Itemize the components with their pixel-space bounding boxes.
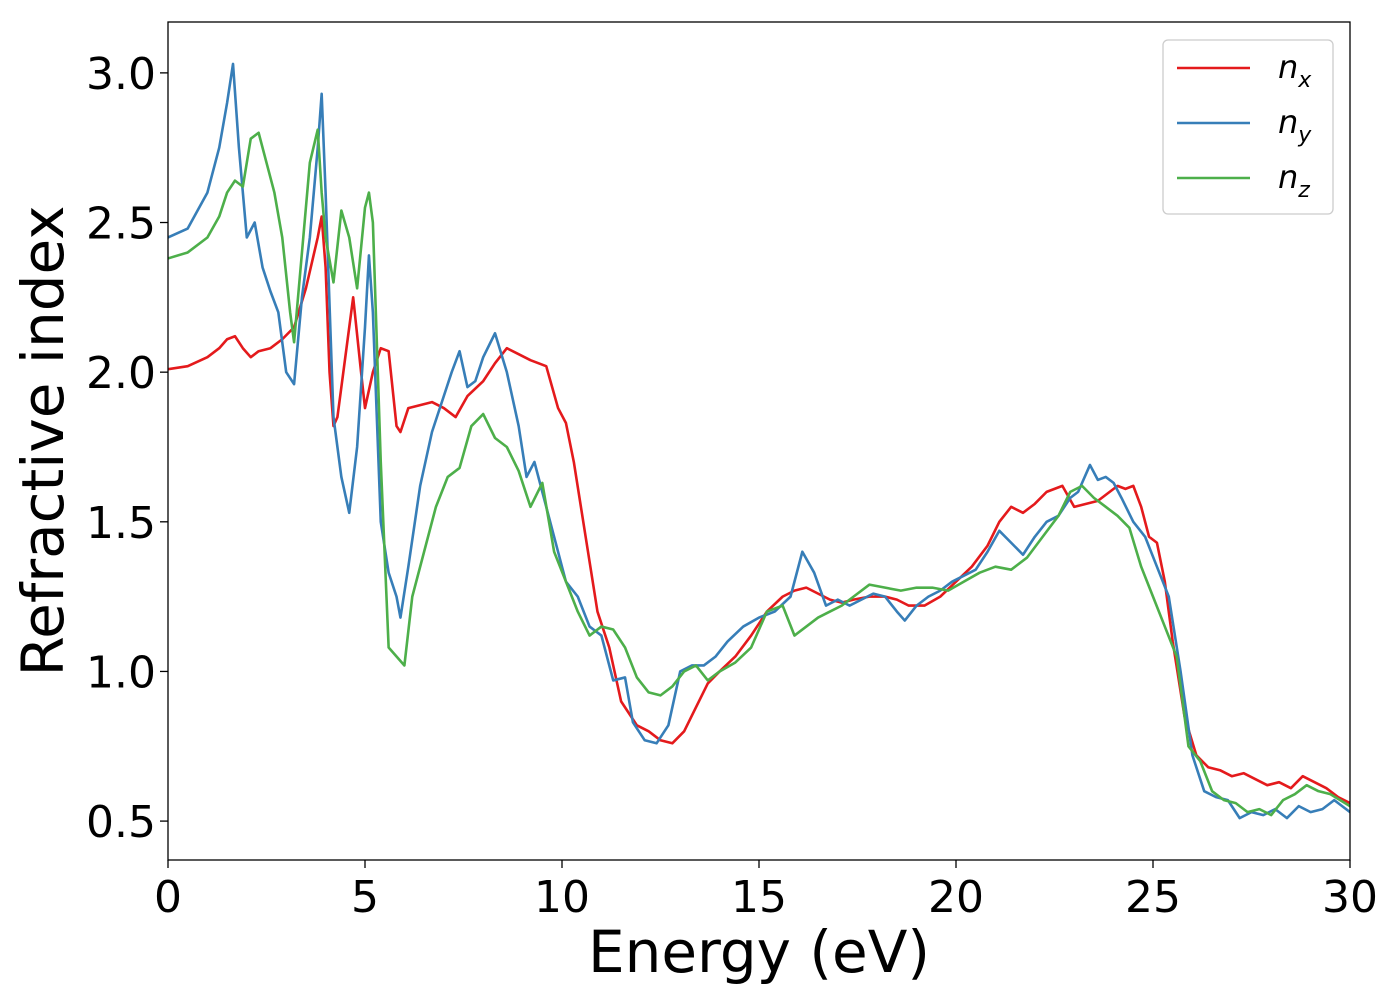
y-tick-label: 1.0 <box>86 647 156 698</box>
x-tick-label: 20 <box>928 872 984 923</box>
legend-label-ny: ny <box>1278 103 1312 148</box>
x-tick-label: 5 <box>351 872 379 923</box>
legend-label-nz: nz <box>1278 158 1310 203</box>
y-tick-label: 2.5 <box>86 199 156 250</box>
x-tick-label: 15 <box>731 872 787 923</box>
legend: nx ny nz <box>1162 39 1334 215</box>
y-tick-label: 1.5 <box>86 498 156 549</box>
series-line-nx <box>168 215 1350 805</box>
x-tick-label: 0 <box>154 872 182 923</box>
y-axis-title: Refractive index <box>9 205 77 676</box>
legend-label-nx: nx <box>1278 48 1312 93</box>
ticks-layer: 0 5 10 15 20 25 30 0.5 1.0 1.5 2.0 2.5 3.0 <box>86 49 1378 923</box>
y-tick-label: 3.0 <box>86 49 156 100</box>
y-tick-label: 0.5 <box>86 797 156 848</box>
x-tick-label: 30 <box>1322 872 1378 923</box>
series-line-nz <box>168 128 1350 817</box>
legend-box <box>1162 39 1334 215</box>
series-line-ny <box>168 62 1350 820</box>
x-tick-label: 25 <box>1125 872 1181 923</box>
x-tick-label: 10 <box>534 872 590 923</box>
series-layer <box>168 62 1350 820</box>
x-axis-title: Energy (eV) <box>588 918 930 986</box>
y-tick-label: 2.0 <box>86 348 156 399</box>
